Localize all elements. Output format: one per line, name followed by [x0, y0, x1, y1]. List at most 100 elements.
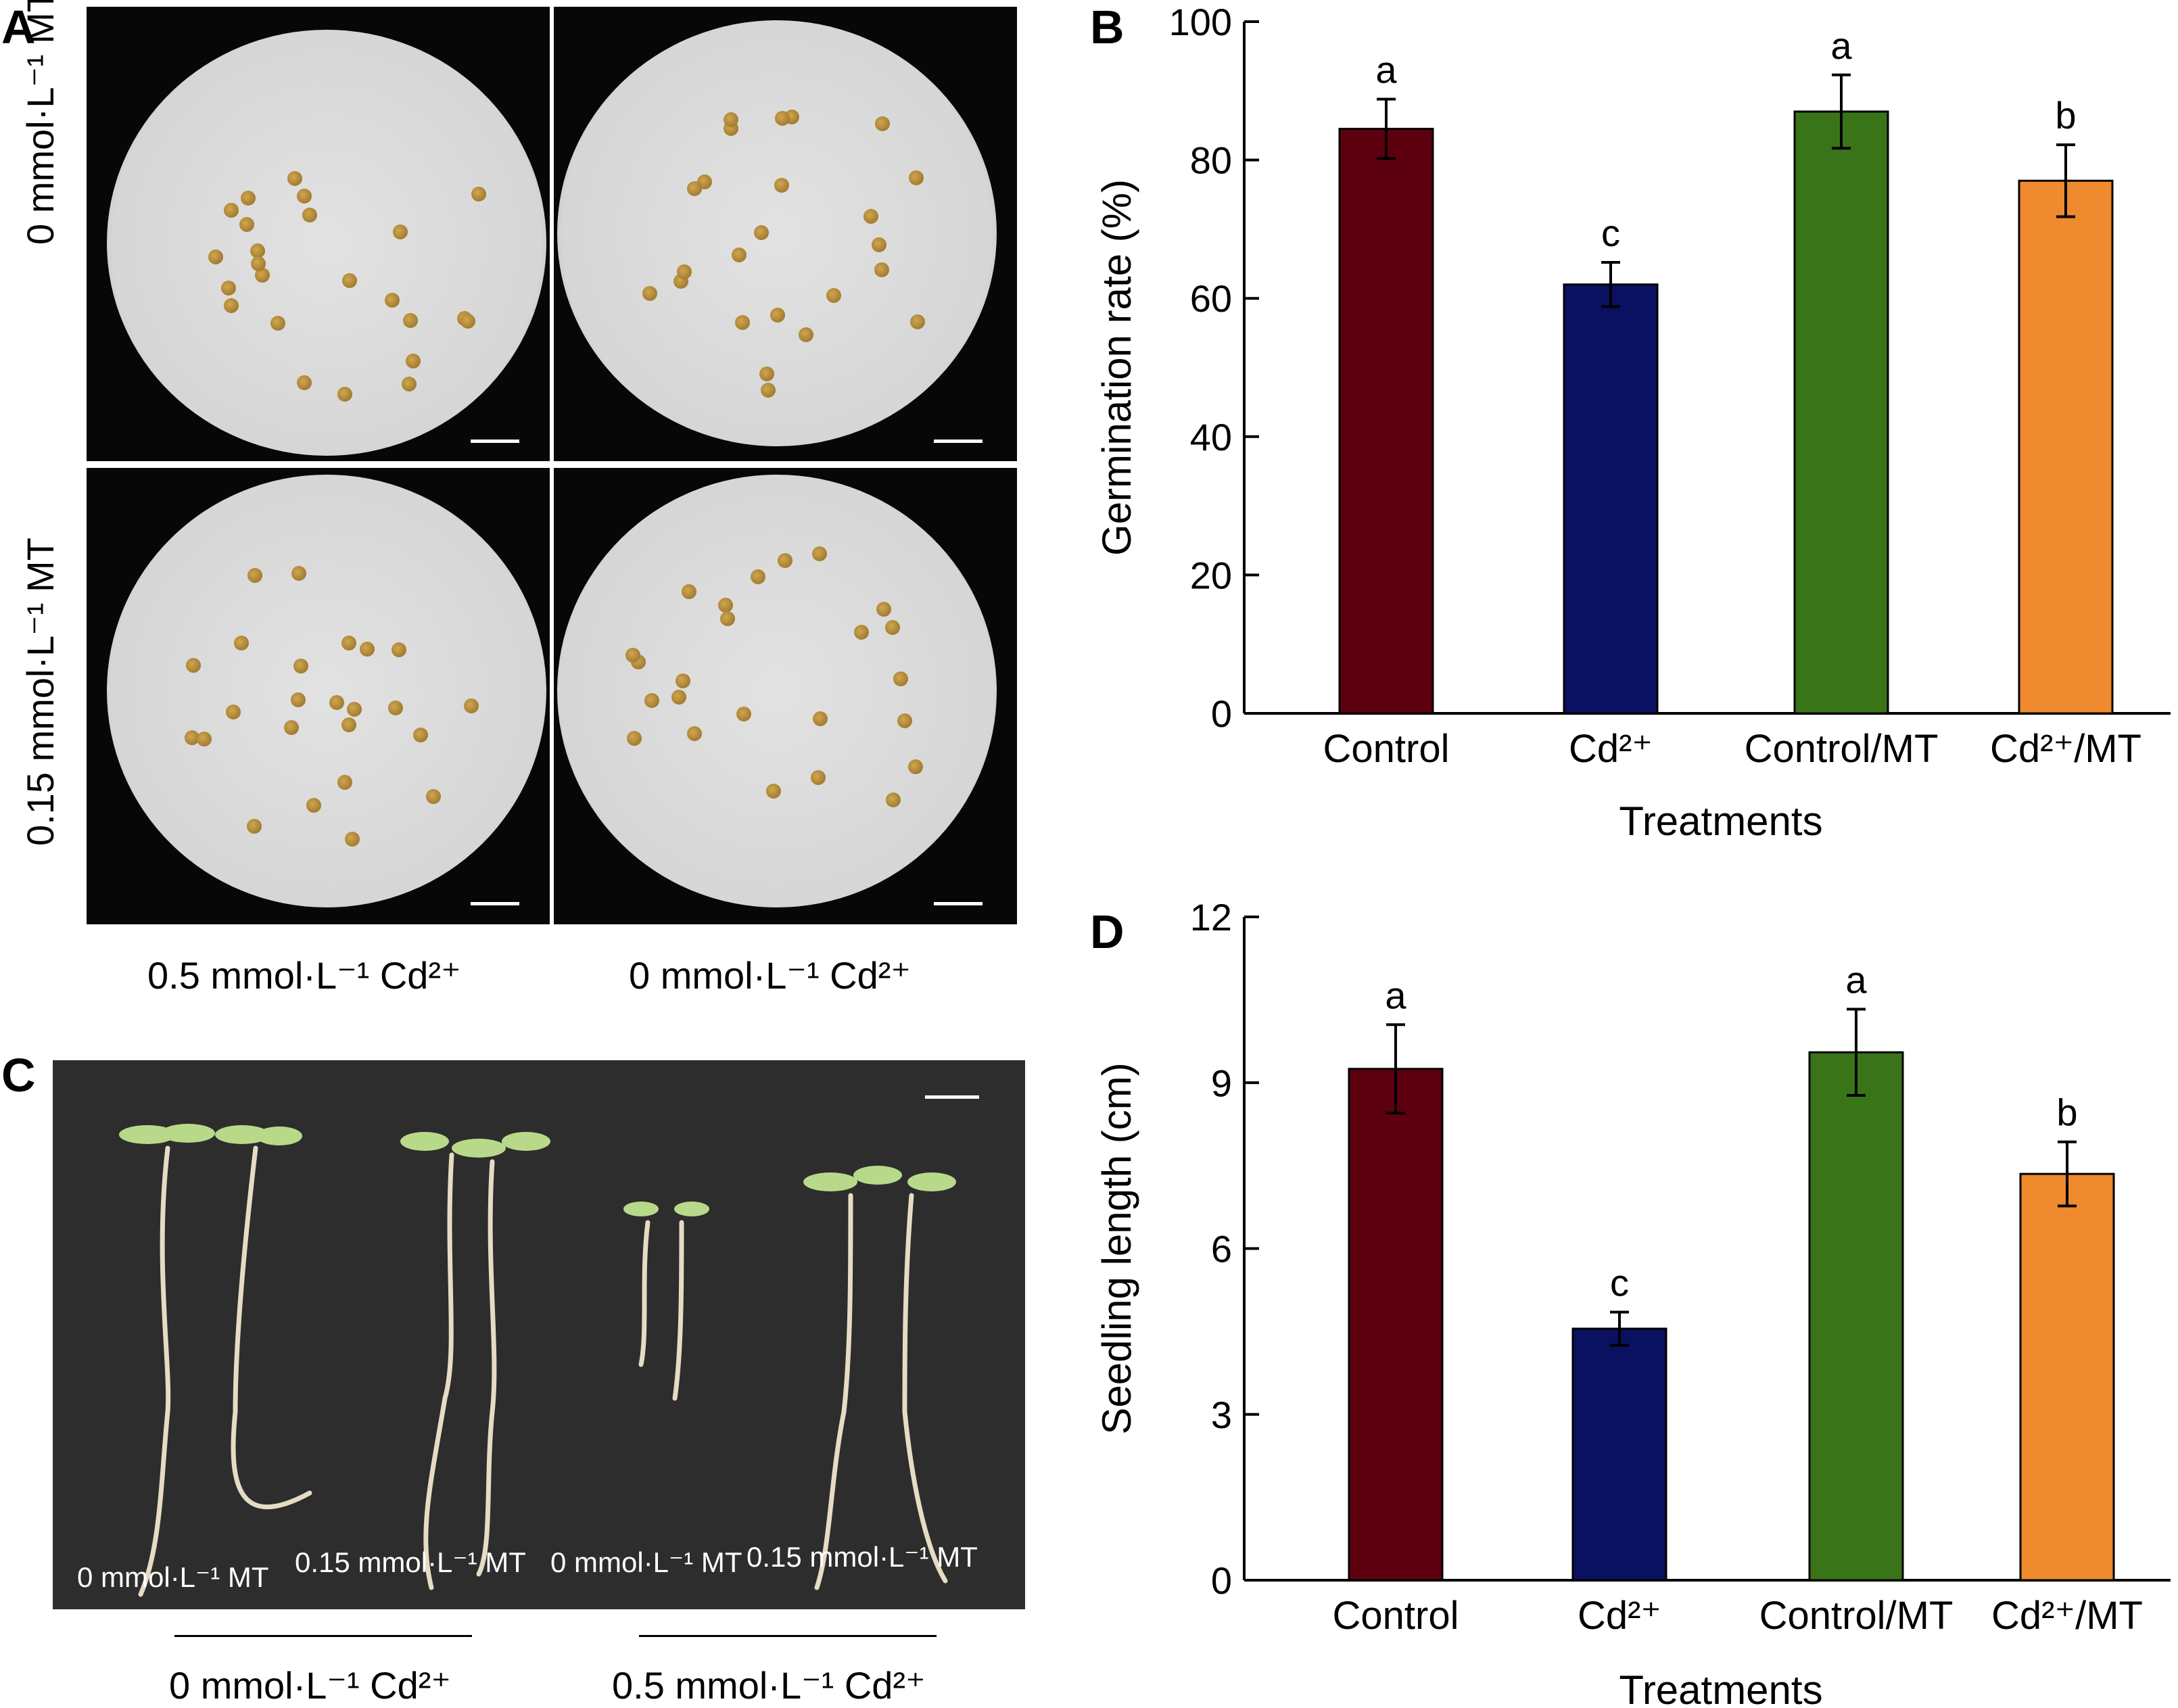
- seed: [897, 713, 913, 728]
- y-tick-label: 60: [1190, 277, 1232, 320]
- seed: [874, 116, 890, 131]
- significance-letter-0: a: [1385, 974, 1406, 1016]
- seed: [908, 170, 924, 185]
- seed: [644, 692, 659, 708]
- panel-b-letter: B: [1090, 1, 1124, 53]
- seed: [224, 203, 239, 218]
- category-label-2: Control/MT: [1745, 727, 1939, 771]
- seed: [392, 224, 408, 239]
- seed: [734, 315, 750, 331]
- seedling-label-2: 0 mmol·L⁻¹ MT: [550, 1546, 742, 1578]
- seedling-photo: 0 mmol·L⁻¹ MT 0.15 mmol·L⁻¹ MT 0 mmol·L⁻…: [53, 1060, 1025, 1609]
- seed: [329, 694, 344, 710]
- seed: [766, 784, 782, 799]
- seed: [403, 313, 419, 328]
- seed: [811, 770, 826, 785]
- seed: [813, 711, 828, 726]
- seed: [826, 287, 841, 303]
- seed: [426, 789, 442, 805]
- chart-b: 0 20 40 60 80 100 Germination rate (%) Treatmen…: [1094, 1, 2171, 844]
- seed: [234, 635, 250, 650]
- y-tick-label: 0: [1211, 1559, 1232, 1602]
- panel-d-letter: D: [1090, 905, 1124, 958]
- seed: [239, 217, 255, 233]
- seed: [625, 647, 641, 663]
- seed: [341, 635, 356, 650]
- seed: [225, 705, 241, 720]
- seed: [886, 792, 901, 807]
- seed: [751, 569, 766, 584]
- seed: [642, 285, 658, 301]
- scale-bar: [471, 440, 519, 443]
- category-label-0: Control: [1333, 1594, 1459, 1638]
- seed: [290, 692, 306, 707]
- seed: [293, 659, 309, 674]
- panel-a-row-label-1: 0.15 mmol·L⁻¹ MT: [19, 538, 62, 846]
- seed: [753, 225, 769, 241]
- seedling-label-0: 0 mmol·L⁻¹ MT: [77, 1561, 269, 1593]
- seed: [341, 717, 357, 732]
- y-axis-title: Germination rate (%): [1094, 179, 1139, 556]
- seed: [302, 207, 318, 222]
- seed: [677, 264, 692, 279]
- seed: [777, 553, 792, 569]
- seed: [774, 110, 790, 126]
- seed: [306, 798, 321, 813]
- seed: [186, 658, 202, 673]
- y-axis-title: Seedling length (cm): [1094, 1062, 1139, 1434]
- seed: [686, 181, 702, 196]
- chart-d: 0 3 6 9 12 Seedling length (cm) Treatments a Con…: [1094, 896, 2171, 1708]
- seed: [686, 726, 702, 742]
- seed: [736, 707, 752, 722]
- x-axis-title: Treatments: [1619, 1667, 1822, 1708]
- petri-photo-1-1: [554, 468, 1017, 924]
- panel-a-letter: A: [1, 1, 36, 53]
- seed: [811, 546, 827, 561]
- seed: [402, 376, 417, 392]
- seed: [287, 171, 302, 186]
- y-tick-label: 3: [1211, 1394, 1232, 1436]
- category-label-1: Cd²⁺: [1578, 1594, 1661, 1638]
- seed: [342, 273, 358, 289]
- petri-photo-0-1: [554, 7, 1017, 461]
- bar-1: [1563, 283, 1659, 715]
- bar-2: [1808, 1051, 1904, 1582]
- seed: [220, 281, 236, 296]
- seed: [337, 775, 352, 790]
- seedlings-illustration: [119, 1124, 956, 1597]
- seed: [732, 247, 747, 262]
- seed: [241, 190, 256, 206]
- y-tick-label: 80: [1190, 139, 1232, 182]
- seed: [770, 307, 785, 323]
- petri-photo-0-0: [87, 7, 550, 461]
- category-label-2: Control/MT: [1759, 1594, 1954, 1638]
- seed: [893, 671, 908, 686]
- bar-0: [1348, 1068, 1444, 1582]
- seedling-label-1: 0.15 mmol·L⁻¹ MT: [295, 1546, 526, 1578]
- seed: [910, 314, 926, 330]
- bar-0: [1338, 128, 1434, 715]
- panel-a-col-label-0: 0.5 mmol·L⁻¹ Cd²⁺: [147, 954, 461, 997]
- y-tick-label: 12: [1190, 896, 1232, 939]
- seed: [296, 375, 312, 390]
- significance-letter-2: a: [1830, 24, 1852, 67]
- category-label-3: Cd²⁺/MT: [1990, 727, 2141, 771]
- group-line-0: [174, 1635, 472, 1637]
- seed: [360, 641, 375, 657]
- scale-bar: [471, 902, 519, 905]
- seed: [387, 700, 403, 715]
- seed: [297, 189, 312, 204]
- x-axis-title: Treatments: [1619, 799, 1822, 844]
- significance-letter-3: b: [2055, 94, 2076, 137]
- group-line-1: [639, 1635, 937, 1637]
- petri-photo-1-0: [87, 468, 550, 924]
- panel-c-group-label-1: 0.5 mmol·L⁻¹ Cd²⁺: [612, 1664, 926, 1707]
- scale-bar: [925, 1095, 979, 1099]
- seed: [184, 730, 199, 746]
- seed: [413, 727, 429, 742]
- significance-letter-1: c: [1601, 212, 1620, 254]
- seed: [874, 262, 889, 277]
- seed: [626, 730, 642, 746]
- seed: [671, 689, 687, 705]
- seed: [759, 366, 774, 381]
